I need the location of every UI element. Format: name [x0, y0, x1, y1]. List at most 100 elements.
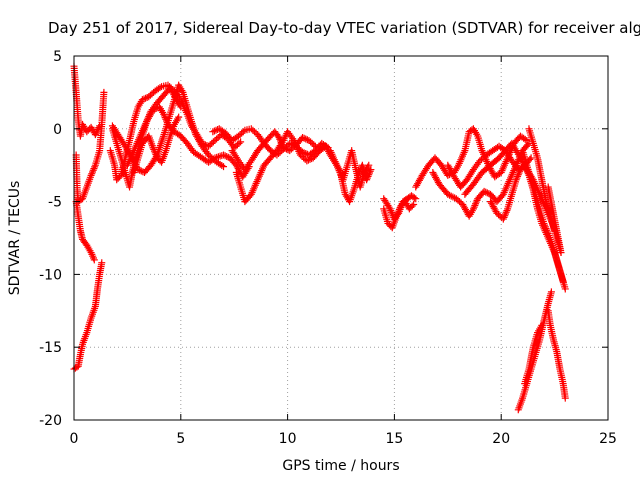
data-point — [276, 137, 284, 145]
data-point — [410, 201, 418, 209]
data-point — [543, 228, 551, 236]
y-tick-label: -10 — [39, 267, 62, 283]
data-point — [300, 134, 308, 142]
data-point — [561, 285, 569, 293]
data-point — [386, 205, 394, 213]
data-point — [387, 207, 395, 215]
x-tick-label: 25 — [599, 431, 617, 447]
x-tick-label: 0 — [70, 431, 79, 447]
data-point — [136, 166, 144, 174]
data-point — [278, 140, 286, 148]
x-tick-label: 15 — [385, 431, 403, 447]
data-point — [175, 113, 183, 121]
data-point — [364, 172, 372, 180]
data-point — [220, 163, 228, 171]
data-point — [472, 200, 480, 208]
data-point — [388, 208, 396, 216]
data-point — [512, 176, 520, 184]
data-point — [501, 212, 509, 220]
data-point — [363, 176, 371, 184]
data-point — [88, 170, 96, 178]
data-point — [98, 259, 106, 267]
data-point — [514, 171, 522, 179]
data-point — [100, 88, 108, 96]
data-point — [524, 141, 532, 149]
data-point — [151, 105, 159, 113]
data-point — [503, 207, 511, 215]
data-point — [223, 152, 231, 160]
data-point — [501, 210, 509, 218]
data-point — [149, 106, 157, 114]
data-point — [410, 194, 418, 202]
data-point — [469, 205, 477, 213]
data-point — [393, 210, 401, 218]
data-point — [279, 144, 287, 152]
data-point — [221, 152, 229, 160]
data-point — [203, 142, 211, 150]
data-point — [152, 153, 160, 161]
data-point — [239, 128, 247, 136]
data-point — [561, 394, 569, 402]
data-point — [303, 157, 311, 165]
data-point — [286, 139, 294, 147]
data-point — [472, 198, 480, 206]
data-point — [156, 84, 164, 92]
y-tick-label: -5 — [48, 195, 62, 211]
data-point — [515, 169, 523, 177]
data-point — [470, 203, 478, 211]
y-tick-label: 0 — [53, 122, 62, 138]
data-point — [557, 249, 565, 257]
data-point — [395, 205, 403, 213]
data-point — [140, 95, 148, 103]
data-point — [138, 96, 146, 104]
data-point — [408, 202, 416, 210]
data-point — [235, 139, 243, 147]
data-point — [365, 169, 373, 177]
data-point — [275, 134, 283, 142]
data-point — [542, 225, 550, 233]
data-point — [90, 165, 98, 173]
data-point — [540, 219, 548, 227]
data-point — [281, 144, 289, 152]
data-point — [366, 167, 374, 175]
x-tick-label: 10 — [279, 431, 297, 447]
data-point — [276, 135, 284, 143]
x-tick-label: 20 — [492, 431, 510, 447]
data-point — [538, 321, 546, 329]
data-point — [91, 163, 99, 171]
data-point — [363, 174, 371, 182]
y-tick-label: -20 — [39, 413, 62, 429]
data-point — [90, 256, 98, 264]
data-point — [87, 171, 95, 179]
data-point — [302, 135, 310, 143]
data-point — [394, 209, 402, 217]
data-point — [354, 171, 362, 179]
data-point — [412, 195, 420, 203]
data-point — [218, 161, 226, 169]
x-tick-label: 5 — [176, 431, 185, 447]
data-point — [541, 221, 549, 229]
y-axis-label: SDTVAR / TECUs — [7, 181, 23, 296]
data-point — [220, 151, 228, 159]
x-axis: 0 5 10 15 20 25 — [70, 56, 617, 447]
data-markers — [70, 62, 569, 414]
data-point — [547, 288, 555, 296]
data-point — [160, 110, 168, 118]
chart-title: Day 251 of 2017, Sidereal Day-to-day VTE… — [48, 19, 640, 37]
y-tick-label: -15 — [39, 340, 62, 356]
data-point — [541, 223, 549, 231]
data-point — [499, 215, 507, 223]
data-point — [277, 139, 285, 147]
data-point — [395, 207, 403, 215]
data-point — [209, 128, 217, 136]
data-point — [149, 144, 157, 152]
data-point — [134, 166, 142, 174]
data-point — [284, 146, 292, 154]
data-point — [502, 208, 510, 216]
data-point — [514, 172, 522, 180]
data-point — [237, 138, 245, 146]
data-point — [365, 161, 373, 169]
x-axis-label: GPS time / hours — [282, 458, 399, 474]
data-point — [304, 156, 312, 164]
